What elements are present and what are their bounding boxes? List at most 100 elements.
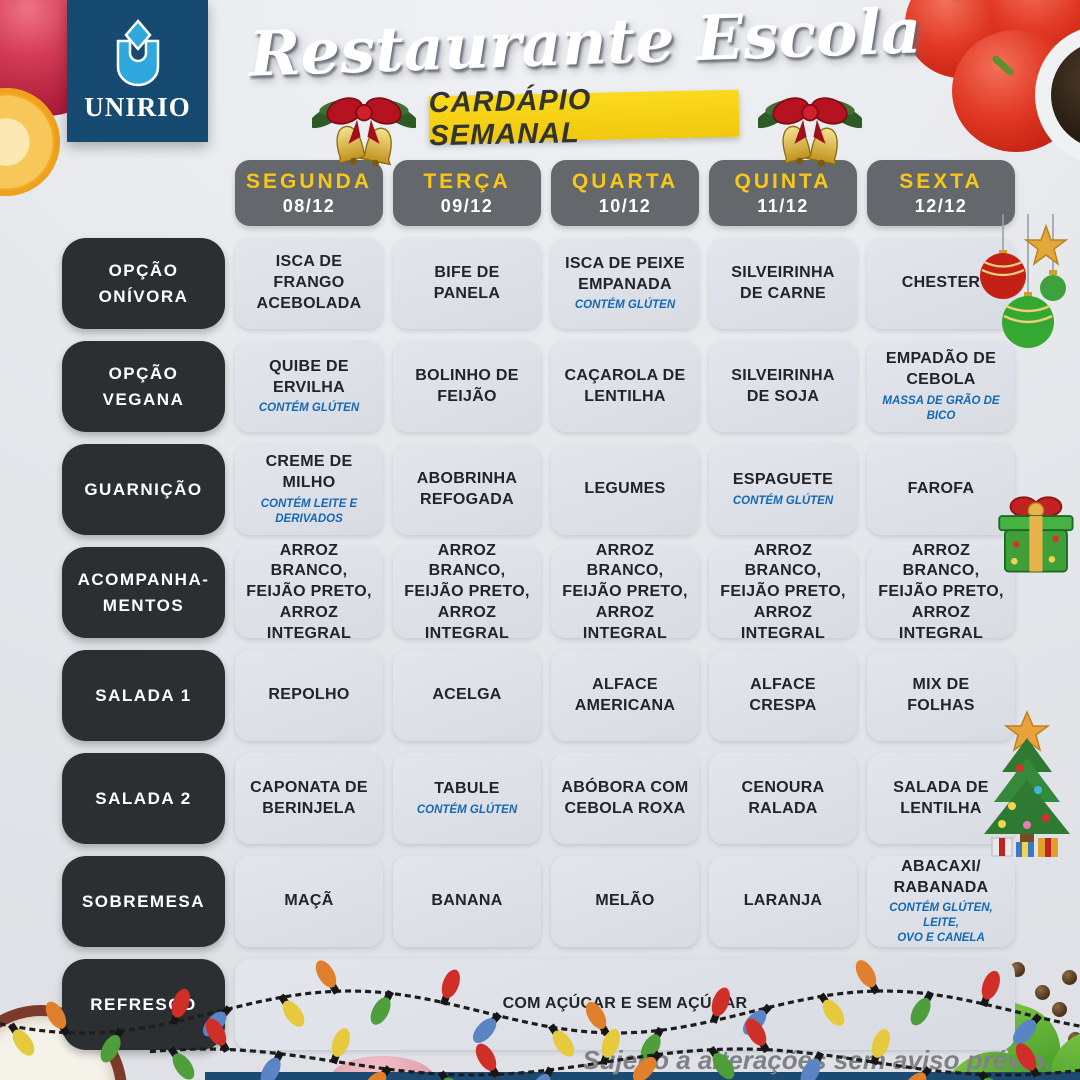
menu-cell: EMPADÃO DE CEBOLA MASSA DE GRÃO DE BICO	[867, 341, 1015, 432]
cell-text: BANANA	[431, 892, 503, 910]
cell-text: MAÇÃ	[284, 892, 334, 910]
menu-cell: ISCA DE FRANGO ACEBOLADA	[235, 238, 383, 329]
gold-star-icon	[1023, 223, 1069, 266]
menu-cell: MIX DE FOLHAS	[867, 650, 1015, 741]
christmas-bells-icon	[758, 92, 862, 171]
subtitle-banner: CARDÁPIO SEMANAL	[428, 83, 740, 152]
tomato-stem	[991, 53, 1016, 77]
peppercorn	[1062, 970, 1077, 985]
day-date: 11/12	[757, 195, 809, 216]
cell-text: ACELGA	[432, 686, 502, 704]
cell-text: ARROZ BRANCO, FEIJÃO PRETO, ARROZ INTEGR…	[720, 541, 846, 642]
cell-text: SALADA DE LENTILHA	[893, 778, 989, 817]
cell-text: CENOURA RALADA	[741, 778, 825, 817]
menu-cell: ABOBRINHA REFOGADA	[393, 444, 541, 535]
menu-cell: SILVEIRINHA DE CARNE	[709, 238, 857, 329]
page-title: Restaurante Escola	[247, 0, 923, 91]
tomato-stem	[952, 0, 979, 3]
menu-cell: MAÇÃ	[235, 856, 383, 947]
cell-text: LARANJA	[743, 892, 823, 910]
cell-text: CHESTER	[901, 274, 981, 292]
cell-text: CAPONATA DE BERINJELA	[250, 778, 368, 817]
logo-wordmark: UNIRIO	[84, 92, 191, 122]
day-date: 12/12	[914, 195, 968, 216]
menu-cell: BIFE DE PANELA	[393, 238, 541, 329]
cell-text: BOLINHO DE FEIJÃO	[415, 366, 519, 405]
menu-cell: ALFACE AMERICANA	[551, 650, 699, 741]
cell-text: ISCA DE PEIXE EMPANADA	[565, 254, 685, 293]
menu-cell: REPOLHO	[235, 650, 383, 741]
day-name: TERÇA	[423, 169, 511, 193]
menu-cell: SILVEIRINHA DE SOJA	[709, 341, 857, 432]
menu-cell: ESPAGUETE CONTÉM GLÚTEN	[709, 444, 857, 535]
menu-cell: CAPONATA DE BERINJELA	[235, 753, 383, 844]
menu-cell: ARROZ BRANCO, FEIJÃO PRETO, ARROZ INTEGR…	[551, 542, 699, 642]
menu-cell: LEGUMES	[551, 444, 699, 535]
cell-text: MELÃO	[595, 892, 655, 910]
cell-text: EMPADÃO DE CEBOLA	[885, 350, 997, 389]
cell-text: BIFE DE PANELA	[433, 263, 501, 302]
peppercorn	[1035, 985, 1050, 1000]
allergen-note: MASSA DE GRÃO DE BICO	[882, 394, 1000, 422]
cell-text: ALFACE AMERICANA	[574, 675, 676, 714]
cell-text: ESPAGUETE	[732, 471, 834, 489]
menu-cell: CREME DE MILHO CONTÉM LEITE E DERIVADOS	[235, 444, 383, 535]
unirio-logo: UNIRIO	[67, 0, 208, 142]
green-bauble-icon	[1040, 275, 1066, 301]
cell-text: CREME DE MILHO	[265, 453, 353, 492]
cell-text: QUIBE DE ERVILHA	[269, 357, 349, 396]
menu-cell: MELÃO	[551, 856, 699, 947]
cell-text: FAROFA	[907, 480, 975, 498]
menu-cell: ACELGA	[393, 650, 541, 741]
allergen-note: CONTÉM LEITE E DERIVADOS	[260, 497, 358, 525]
disclaimer-text: Sujeito a alterações sem aviso prévio.	[582, 1045, 1052, 1075]
gift-box-icon	[998, 496, 1074, 573]
allergen-note: CONTÉM GLÚTEN	[574, 299, 676, 312]
row-header: OPÇÃO VEGANA	[62, 341, 225, 432]
cell-text: SILVEIRINHA DE SOJA	[731, 366, 835, 405]
menu-cell: ARROZ BRANCO, FEIJÃO PRETO, ARROZ INTEGR…	[235, 542, 383, 642]
menu-cell: CENOURA RALADA	[709, 753, 857, 844]
peppercorn	[1052, 1002, 1067, 1017]
allergen-note: CONTÉM GLÚTEN	[416, 803, 518, 816]
day-header: TERÇA 09/12	[393, 160, 541, 226]
unirio-logo-icon	[116, 19, 159, 87]
cell-text: MIX DE FOLHAS	[907, 675, 975, 714]
row-header: ACOMPANHA- MENTOS	[62, 547, 225, 638]
day-header: QUINTA 11/12	[709, 160, 857, 226]
cell-text: ABÓBORA COM CEBOLA ROXA	[561, 778, 689, 817]
menu-cell: FAROFA	[867, 444, 1015, 535]
day-date: 08/12	[282, 195, 336, 216]
day-date: 09/12	[440, 195, 494, 216]
menu-cell: ABÓBORA COM CEBOLA ROXA	[551, 753, 699, 844]
cell-text: ARROZ BRANCO, FEIJÃO PRETO, ARROZ INTEGR…	[246, 541, 372, 642]
menu-cell: ALFACE CRESPA	[709, 650, 857, 741]
christmas-ornaments-icon	[980, 214, 1069, 348]
row-header: SALADA 2	[62, 753, 225, 844]
menu-cell: ARROZ BRANCO, FEIJÃO PRETO, ARROZ INTEGR…	[709, 542, 857, 642]
row-header: OPÇÃO ONÍVORA	[62, 238, 225, 329]
cell-text: ABACAXI/ RABANADA	[893, 857, 989, 896]
cell-text: CAÇAROLA DE LENTILHA	[564, 366, 686, 405]
menu-cell: LARANJA	[709, 856, 857, 947]
menu-cell: BOLINHO DE FEIJÃO	[393, 341, 541, 432]
menu-cell: COM AÇÚCAR E SEM AÇÚCAR	[235, 959, 1015, 1050]
menu-cell: BANANA	[393, 856, 541, 947]
day-date: 10/12	[598, 195, 652, 216]
menu-cell: ABACAXI/ RABANADA CONTÉM GLÚTEN, LEITE, O…	[867, 856, 1015, 947]
peppercorns	[1051, 41, 1080, 149]
cell-text: LEGUMES	[584, 480, 666, 498]
row-header: SALADA 1	[62, 650, 225, 741]
cell-text: ARROZ BRANCO, FEIJÃO PRETO, ARROZ INTEGR…	[878, 541, 1004, 642]
menu-cell: QUIBE DE ERVILHA CONTÉM GLÚTEN	[235, 341, 383, 432]
cell-text: ABOBRINHA REFOGADA	[416, 469, 518, 508]
menu-cell: ARROZ BRANCO, FEIJÃO PRETO, ARROZ INTEGR…	[393, 542, 541, 642]
cell-text: ALFACE CRESPA	[749, 675, 817, 714]
cell-text: COM AÇÚCAR E SEM AÇÚCAR	[502, 995, 748, 1013]
christmas-tree-icon	[984, 710, 1070, 857]
day-name: SEXTA	[899, 169, 983, 193]
day-header: QUARTA 10/12	[551, 160, 699, 226]
christmas-bells-icon	[312, 92, 416, 171]
day-header: SEXTA 12/12	[867, 160, 1015, 226]
menu-cell: ARROZ BRANCO, FEIJÃO PRETO, ARROZ INTEGR…	[867, 542, 1015, 642]
